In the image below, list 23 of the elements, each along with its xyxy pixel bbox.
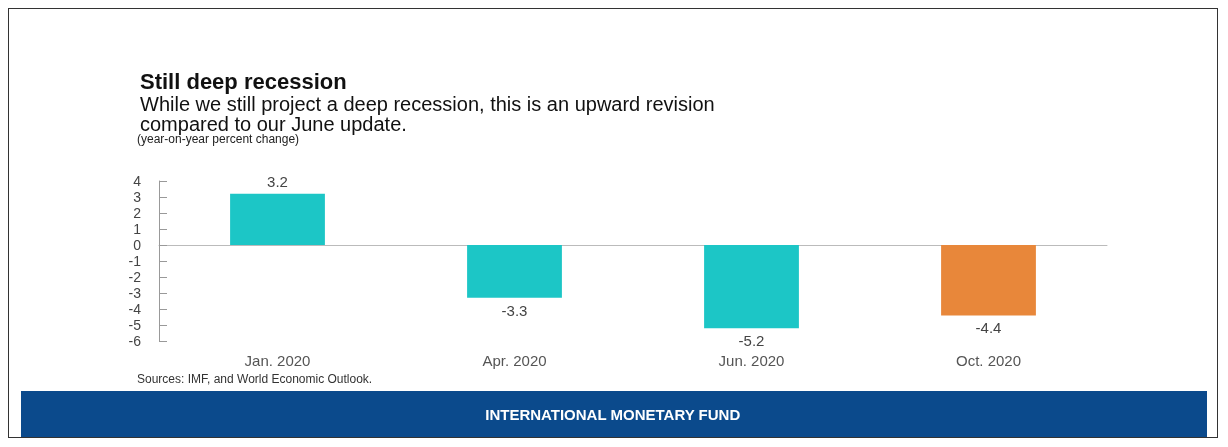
data-label: -4.4 bbox=[975, 319, 1002, 337]
data-label: 3.2 bbox=[267, 172, 288, 190]
data-label: -3.3 bbox=[501, 301, 528, 319]
x-tick-label: Apr. 2020 bbox=[482, 352, 547, 369]
data-label: -5.2 bbox=[738, 332, 765, 350]
y-tick-label: -6 bbox=[128, 333, 142, 349]
text: INTERNATIONAL MONETARY FUND bbox=[485, 406, 741, 423]
y-tick-label: 2 bbox=[133, 205, 142, 221]
y-tick-label: 1 bbox=[133, 221, 142, 237]
x-tick-label: Oct. 2020 bbox=[955, 352, 1022, 369]
x-tick-label: Jun. 2020 bbox=[718, 352, 785, 369]
y-tick-label: -1 bbox=[128, 253, 142, 269]
chart-subtitle: While we still project a deep recession, this is an upward revision compared to our June update. bbox=[140, 93, 715, 135]
x-tick-label: Jan. 2020 bbox=[244, 352, 311, 369]
chart-title: Still deep recession bbox=[140, 68, 347, 94]
source-note: Sources: IMF, and World Economic Outlook. bbox=[137, 372, 373, 386]
y-tick-label: -3 bbox=[128, 285, 142, 301]
y-tick-label: -2 bbox=[128, 269, 142, 285]
y-tick-label: -5 bbox=[128, 317, 142, 333]
y-tick-label: 0 bbox=[133, 237, 142, 253]
y-tick-label: -4 bbox=[128, 301, 142, 317]
y-tick-label: 4 bbox=[133, 173, 142, 189]
y-tick-label: 3 bbox=[133, 189, 142, 205]
